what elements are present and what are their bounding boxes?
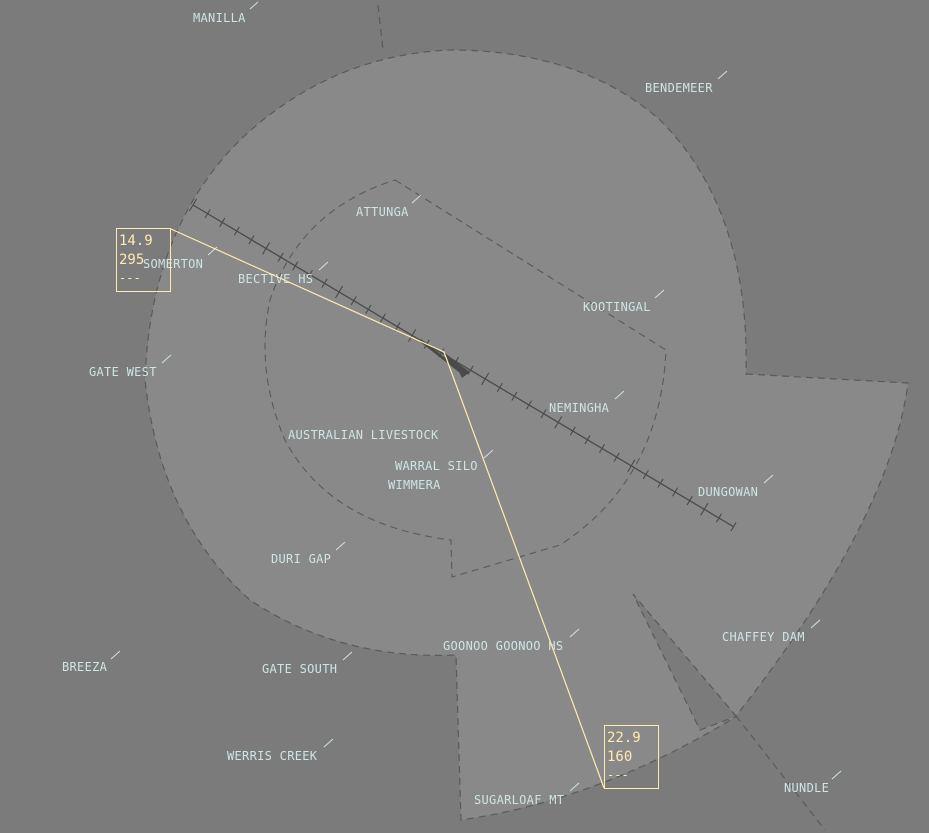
measurement-tag-west[interactable]: 14.9 295 ---	[116, 228, 171, 292]
fix-gate-south[interactable]: GATE SOUTH	[262, 651, 353, 676]
fix-sugarloaf-mt[interactable]: SUGARLOAF MT	[474, 782, 580, 807]
runway-tick	[248, 235, 255, 245]
runway-tick	[554, 416, 563, 429]
runway-tick	[584, 435, 591, 445]
runway-tick	[321, 278, 328, 288]
fix-dungowan[interactable]: DUNGOWAN	[698, 474, 774, 499]
fix-wimmera[interactable]: WIMMERA	[388, 478, 441, 492]
fix-label-goonoo-goonoo-hs: GOONOO GOONOO HS	[443, 639, 563, 653]
fix-werris-creek[interactable]: WERRIS CREEK	[227, 738, 334, 763]
runway-tick	[204, 209, 211, 219]
measurement-tag-south[interactable]: 22.9 160 ---	[604, 725, 659, 789]
fix-attunga[interactable]: ATTUNGA	[356, 194, 422, 219]
fix-label-attunga: ATTUNGA	[356, 205, 409, 219]
fix-chaffey-dam[interactable]: CHAFFEY DAM	[722, 619, 821, 644]
measurement-west-bearing: 295	[119, 252, 144, 268]
runway-tick	[525, 400, 533, 410]
aerodrome-icon	[444, 352, 470, 378]
fix-gate-west[interactable]: GATE WEST	[89, 354, 172, 379]
measurement-tag-west-box	[116, 228, 171, 292]
runway-tick	[233, 226, 240, 236]
runway-tick	[438, 348, 445, 358]
runway-tick	[306, 269, 313, 280]
fix-manilla[interactable]: MANILLA	[193, 1, 259, 25]
runway-tick	[408, 329, 417, 342]
runway-tick	[686, 496, 693, 506]
runway-tick	[599, 443, 606, 454]
fix-australian-livestock[interactable]: AUSTRALIAN LIVESTOCK	[288, 428, 439, 442]
fix-goonoo-goonoo-hs[interactable]: GOONOO GOONOO HS	[443, 628, 580, 653]
control-zone-inner	[264, 179, 667, 578]
fix-label-nemingha: NEMINGHA	[549, 401, 610, 415]
runway-tick	[613, 452, 620, 462]
fix-bendemeer[interactable]: BENDEMEER	[645, 70, 728, 95]
fix-somerton[interactable]: SOMERTON	[143, 246, 218, 271]
sector-boundary-southeast	[735, 715, 826, 831]
fix-label-werris-creek: WERRIS CREEK	[227, 749, 318, 763]
fix-label-sugarloaf-mt: SUGARLOAF MT	[474, 793, 564, 807]
runway-tick	[496, 383, 503, 393]
runway-tick	[540, 409, 547, 419]
fix-warral-silo[interactable]: WARRAL SILO	[395, 449, 494, 473]
fix-label-manilla: MANILLA	[193, 11, 246, 25]
runway-tick	[511, 391, 518, 401]
fix-label-duri-gap: DURI GAP	[271, 552, 331, 566]
runway-tick	[672, 487, 679, 497]
runway-tick	[730, 522, 737, 532]
fix-label-bendemeer: BENDEMEER	[645, 81, 713, 95]
runway-tick	[569, 426, 576, 436]
runway-tick	[277, 252, 284, 262]
runway-tick	[627, 459, 636, 473]
runway-tick	[188, 198, 198, 212]
fix-label-somerton: SOMERTON	[143, 257, 203, 271]
runway-tick	[700, 503, 709, 516]
runway-tick	[261, 242, 271, 255]
fix-breeza[interactable]: BREEZA	[62, 650, 121, 674]
fix-nemingha[interactable]: NEMINGHA	[549, 390, 625, 415]
measurement-south-distance: 22.9	[607, 730, 641, 746]
runway-tick	[365, 304, 372, 314]
runway-tick	[642, 469, 649, 480]
fix-label-gate-west: GATE WEST	[89, 365, 157, 379]
fix-label-chaffey-dam: CHAFFEY DAM	[722, 630, 805, 644]
measurement-west-distance: 14.9	[119, 233, 153, 249]
fix-bective-hs[interactable]: BECTIVE HS	[238, 261, 329, 286]
fix-kootingal[interactable]: KOOTINGAL	[583, 289, 665, 314]
runway-tick	[394, 322, 401, 332]
measurement-tag-south-box	[604, 725, 659, 789]
runway-tick	[219, 217, 226, 227]
runway-tick	[335, 285, 344, 299]
fix-duri-gap[interactable]: DURI GAP	[271, 541, 346, 566]
fix-label-kootingal: KOOTINGAL	[583, 300, 651, 314]
fix-label-wimmera: WIMMERA	[388, 478, 441, 492]
runway-tick	[292, 261, 299, 271]
runway-tick	[481, 372, 490, 386]
bearing-range-line	[170, 228, 605, 789]
runway-tick	[350, 296, 357, 306]
fix-nundle[interactable]: NUNDLE	[784, 770, 842, 795]
runway-tick	[657, 478, 664, 488]
measurement-south-extra: ---	[607, 768, 629, 782]
measurement-west-extra: ---	[119, 271, 141, 285]
fix-label-nundle: NUNDLE	[784, 781, 829, 795]
fix-label-warral-silo: WARRAL SILO	[395, 459, 478, 473]
runway-tick	[379, 313, 386, 323]
runway-tick	[715, 513, 722, 523]
sector-boundary-north	[377, 4, 384, 51]
runway-tick	[467, 365, 474, 375]
measurement-south-bearing: 160	[607, 749, 632, 765]
fix-label-bective-hs: BECTIVE HS	[238, 272, 313, 286]
fix-label-australian-livestock: AUSTRALIAN LIVESTOCK	[288, 428, 439, 442]
fix-label-breeza: BREEZA	[62, 660, 108, 674]
fix-label-gate-south: GATE SOUTH	[262, 662, 337, 676]
fix-label-dungowan: DUNGOWAN	[698, 485, 758, 499]
